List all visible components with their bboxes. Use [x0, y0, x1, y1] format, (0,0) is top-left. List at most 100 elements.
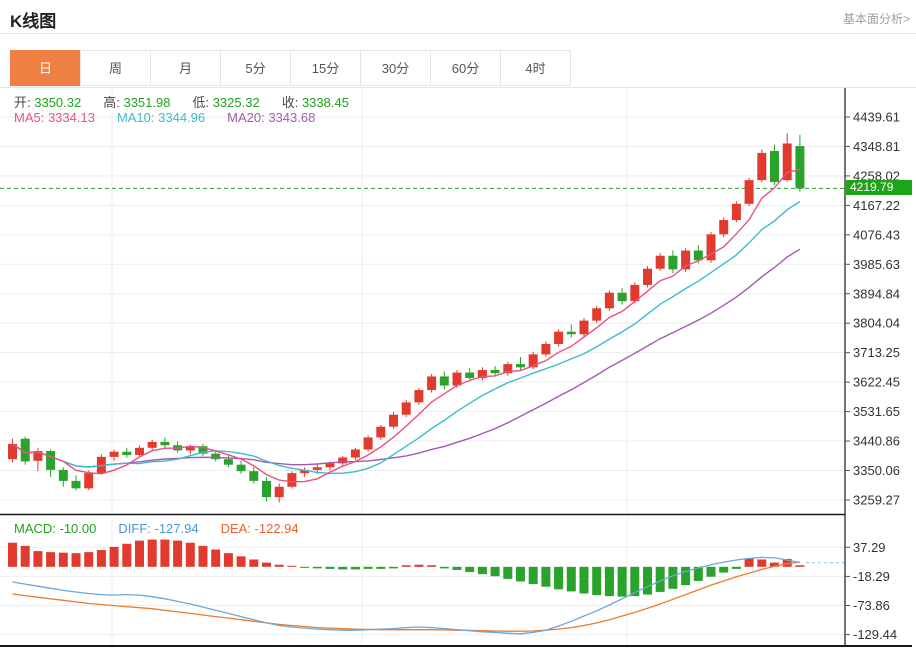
macd-hist-bar — [122, 543, 132, 567]
macd-hist-bar — [655, 566, 665, 592]
macd-hist-bar — [630, 566, 640, 597]
macd-hist-bar — [147, 539, 157, 567]
info-pair: DEA: -122.94 — [220, 521, 299, 536]
macd-hist-bar — [782, 558, 792, 567]
candle-body — [795, 146, 805, 189]
diff-line — [12, 556, 801, 635]
candle-body — [452, 372, 462, 386]
tab-timeframe-3[interactable]: 5分 — [220, 50, 291, 86]
candle-body — [20, 438, 30, 462]
candle-body — [566, 331, 576, 335]
candle-body — [465, 372, 475, 379]
candle-body — [516, 364, 525, 368]
candle-body — [630, 284, 640, 302]
tab-timeframe-6[interactable]: 60分 — [430, 50, 501, 86]
dea-line — [12, 561, 800, 632]
timeframe-tabbar: 日周月 5分 15分 30分 60分 4时 — [10, 50, 571, 86]
candle-body — [389, 414, 398, 427]
candle-body — [8, 443, 17, 460]
tab-timeframe-7[interactable]: 4时 — [500, 50, 571, 86]
macd-hist-bar — [84, 552, 94, 567]
macd-hist-bar — [363, 566, 373, 569]
macd-hist-bar — [706, 566, 716, 577]
candle-body — [604, 292, 614, 309]
macd-hist-bar — [554, 566, 564, 590]
candle-body — [439, 376, 449, 386]
candle-body — [185, 446, 195, 451]
y-axis-label: -73.86 — [853, 598, 890, 613]
macd-hist-bar — [325, 566, 335, 569]
candle-body — [414, 390, 424, 403]
candle-body — [300, 469, 310, 474]
macd-hist-bar — [465, 566, 475, 573]
candle-body — [33, 451, 43, 461]
candle-body — [782, 143, 792, 181]
candle-body — [71, 480, 81, 489]
tab-timeframe-1[interactable]: 周 — [80, 50, 151, 86]
candle-body — [592, 308, 602, 321]
macd-hist-bar — [135, 540, 144, 567]
macd-hist-bar — [744, 558, 754, 567]
macd-hist-bar — [185, 542, 195, 567]
y-axis-label: 3440.86 — [853, 434, 900, 449]
ma5-line — [12, 168, 801, 483]
macd-hist-bar — [731, 566, 741, 569]
candle-body — [731, 203, 741, 221]
current-price-tag: 4219.79 — [846, 180, 912, 196]
macd-hist-bar — [503, 566, 513, 579]
candle-body — [262, 480, 271, 498]
macd-hist-bar — [338, 566, 348, 570]
candle-body — [477, 369, 487, 379]
info-pair: MACD: -10.00 — [14, 521, 97, 536]
y-axis-label: 3985.63 — [853, 257, 900, 272]
y-axis-label: 4348.81 — [853, 139, 900, 154]
candle-body — [376, 426, 386, 438]
ohlc-info-row: 开: 3350.32 高: 3351.98 低: 3325.32 收: 3338.45 — [14, 92, 371, 111]
macd-hist-bar — [643, 566, 652, 595]
candle-body — [681, 250, 691, 270]
candle-body — [757, 152, 767, 181]
macd-hist-bar — [312, 566, 322, 569]
candle-body — [338, 457, 348, 464]
macd-hist-bar — [681, 566, 691, 586]
candle-body — [770, 150, 779, 183]
y-axis-label: 3894.84 — [853, 286, 900, 301]
macd-hist-bar — [579, 566, 589, 594]
macd-hist-bar — [33, 551, 43, 567]
macd-hist-bar — [173, 540, 183, 567]
candle-body — [84, 473, 94, 489]
y-axis-label: -18.29 — [853, 569, 890, 584]
macd-hist-bar — [389, 566, 398, 569]
title-divider — [0, 33, 916, 34]
macd-hist-bar — [160, 539, 170, 567]
candle-body — [719, 220, 729, 235]
candle-body — [46, 451, 56, 470]
macd-hist-bar — [300, 566, 310, 568]
candle-body — [198, 446, 208, 454]
macd-hist-bar — [516, 566, 525, 582]
tab-timeframe-0[interactable]: 日 — [10, 50, 81, 86]
tab-timeframe-2[interactable]: 月 — [150, 50, 221, 86]
tab-timeframe-5[interactable]: 30分 — [360, 50, 431, 86]
candle-body — [427, 376, 437, 391]
macd-hist-bar — [604, 566, 614, 597]
fundamental-analysis-link[interactable]: 基本面分析> — [842, 12, 910, 26]
y-axis-label: 3622.45 — [853, 375, 900, 390]
candle-body — [109, 451, 119, 457]
candle-body — [350, 449, 360, 458]
macd-hist-bar — [350, 566, 360, 570]
info-pair: MA5: 3334.13 — [14, 110, 95, 125]
y-axis-label: 3804.04 — [853, 316, 900, 331]
y-axis-label: 37.29 — [853, 540, 886, 555]
candle-body — [223, 459, 233, 465]
macd-hist-bar — [566, 566, 576, 592]
candle-body — [401, 402, 411, 415]
macd-hist-bar — [427, 565, 437, 567]
y-axis-label: 4076.43 — [853, 227, 900, 242]
tab-timeframe-4[interactable]: 15分 — [290, 50, 361, 86]
ma-info-row: MA5: 3334.13 MA10: 3344.96 MA20: 3343.68 — [14, 110, 337, 125]
macd-hist-bar — [58, 552, 68, 567]
macd-hist-bar — [236, 556, 246, 567]
